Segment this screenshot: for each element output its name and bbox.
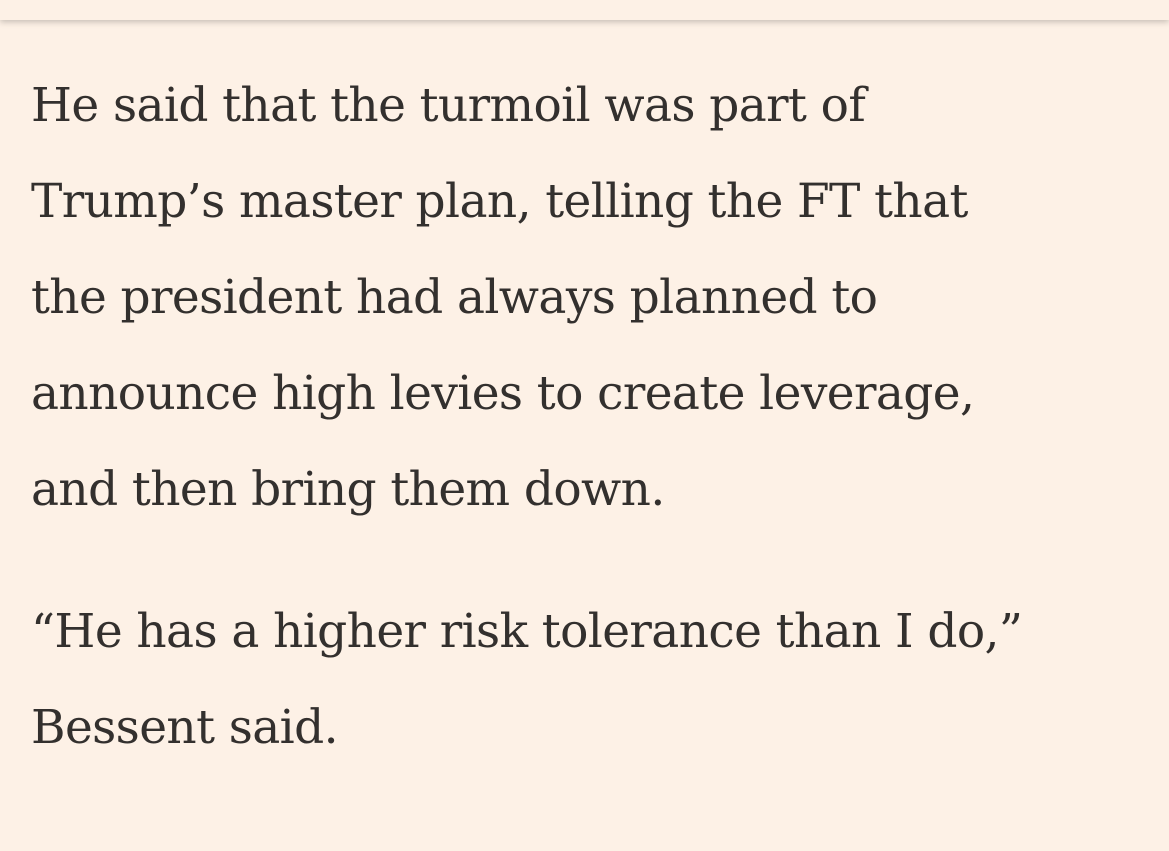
paragraph-1-line-4: announce high levies to create leverage, xyxy=(31,366,975,421)
paragraph-2-line-2: Bessent said. xyxy=(31,700,339,755)
paragraph-1-line-2: Trump’s master plan, telling the FT that xyxy=(31,174,968,229)
paragraph-2-line-1: “He has a higher risk tolerance than I d… xyxy=(31,604,1023,659)
paragraph-1-line-3: the president had always planned to xyxy=(31,270,878,325)
top-bar xyxy=(0,0,1169,20)
paragraph-1-line-1: He said that the turmoil was part of xyxy=(31,78,866,133)
article-body: He said that the turmoil was part of Tru… xyxy=(31,58,1151,776)
paragraph-1: He said that the turmoil was part of Tru… xyxy=(31,58,1151,538)
paragraph-1-line-5: and then bring them down. xyxy=(31,462,665,517)
paragraph-2: “He has a higher risk tolerance than I d… xyxy=(31,584,1151,776)
